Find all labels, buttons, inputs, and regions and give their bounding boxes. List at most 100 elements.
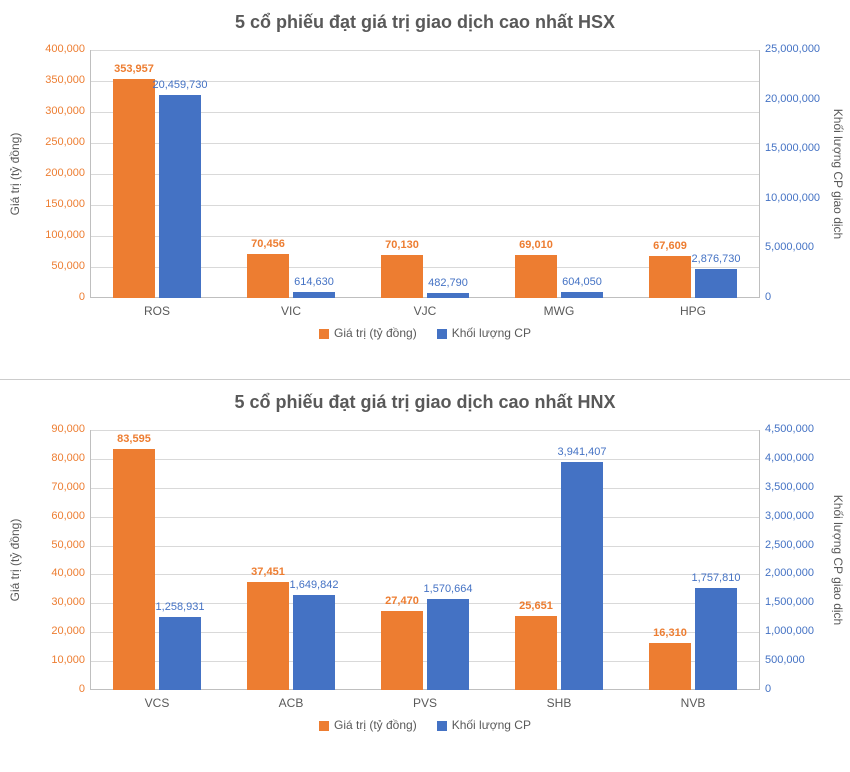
volume-label: 20,459,730 bbox=[152, 79, 207, 91]
y1-tick: 0 bbox=[79, 683, 85, 695]
x-tick: ACB bbox=[279, 696, 304, 710]
gridline bbox=[91, 546, 759, 547]
value-bar bbox=[515, 616, 557, 690]
x-tick: ROS bbox=[144, 304, 170, 318]
volume-label: 2,876,730 bbox=[692, 253, 741, 265]
y1-tick: 50,000 bbox=[51, 260, 85, 272]
gridline bbox=[91, 459, 759, 460]
gridline bbox=[91, 50, 759, 51]
gridline bbox=[91, 430, 759, 431]
y1-tick: 60,000 bbox=[51, 510, 85, 522]
y2-tick: 5,000,000 bbox=[765, 241, 814, 253]
x-tick: VCS bbox=[145, 696, 170, 710]
volume-label: 614,630 bbox=[294, 276, 334, 288]
y1-tick: 20,000 bbox=[51, 625, 85, 637]
y1-tick: 80,000 bbox=[51, 452, 85, 464]
y2-tick: 15,000,000 bbox=[765, 142, 820, 154]
y1-tick: 70,000 bbox=[51, 481, 85, 493]
legend-swatch bbox=[437, 329, 447, 339]
value-bar bbox=[381, 255, 423, 298]
value-label: 67,609 bbox=[653, 240, 687, 252]
legend-swatch bbox=[319, 329, 329, 339]
value-label: 83,595 bbox=[117, 433, 151, 445]
x-tick: MWG bbox=[544, 304, 575, 318]
volume-label: 482,790 bbox=[428, 277, 468, 289]
y1-tick: 40,000 bbox=[51, 567, 85, 579]
value-bar bbox=[113, 79, 155, 298]
y1-tick: 250,000 bbox=[45, 136, 85, 148]
y1-tick: 300,000 bbox=[45, 105, 85, 117]
legend-item: Giá trị (tỷ đồng) bbox=[319, 326, 417, 340]
legend-label: Khối lượng CP bbox=[452, 718, 531, 732]
volume-bar bbox=[427, 293, 469, 298]
y2-axis-title: Khối lượng CP giao dịch bbox=[831, 109, 845, 239]
value-bar bbox=[113, 449, 155, 690]
x-tick: VIC bbox=[281, 304, 301, 318]
volume-label: 604,050 bbox=[562, 276, 602, 288]
value-label: 16,310 bbox=[653, 627, 687, 639]
y1-tick: 150,000 bbox=[45, 198, 85, 210]
y1-tick: 0 bbox=[79, 291, 85, 303]
volume-bar bbox=[159, 617, 201, 690]
volume-bar bbox=[159, 95, 201, 298]
chart-panel-0: 5 cổ phiếu đạt giá trị giao dịch cao nhấ… bbox=[0, 0, 850, 380]
x-tick: VJC bbox=[414, 304, 437, 318]
y2-tick: 4,500,000 bbox=[765, 423, 814, 435]
y2-tick: 1,000,000 bbox=[765, 625, 814, 637]
value-bar bbox=[247, 582, 289, 690]
y1-tick: 400,000 bbox=[45, 43, 85, 55]
value-bar bbox=[649, 643, 691, 690]
y1-tick: 200,000 bbox=[45, 167, 85, 179]
chart-title: 5 cổ phiếu đạt giá trị giao dịch cao nhấ… bbox=[0, 380, 850, 413]
value-bar bbox=[649, 256, 691, 298]
x-tick: HPG bbox=[680, 304, 706, 318]
legend: Giá trị (tỷ đồng) Khối lượng CP bbox=[0, 718, 850, 732]
volume-label: 3,941,407 bbox=[558, 446, 607, 458]
volume-bar bbox=[561, 292, 603, 298]
legend-swatch bbox=[319, 721, 329, 731]
volume-bar bbox=[427, 599, 469, 690]
y1-tick: 100,000 bbox=[45, 229, 85, 241]
volume-label: 1,757,810 bbox=[692, 572, 741, 584]
value-label: 70,130 bbox=[385, 239, 419, 251]
volume-bar bbox=[293, 292, 335, 298]
y2-tick: 20,000,000 bbox=[765, 93, 820, 105]
y2-tick: 10,000,000 bbox=[765, 192, 820, 204]
value-label: 37,451 bbox=[251, 566, 285, 578]
value-label: 70,456 bbox=[251, 238, 285, 250]
x-tick: SHB bbox=[547, 696, 572, 710]
y1-tick: 350,000 bbox=[45, 74, 85, 86]
value-bar bbox=[515, 255, 557, 298]
legend-item: Khối lượng CP bbox=[437, 718, 531, 732]
value-bar bbox=[247, 254, 289, 298]
value-label: 25,651 bbox=[519, 600, 553, 612]
volume-bar bbox=[293, 595, 335, 690]
volume-bar bbox=[561, 462, 603, 690]
volume-bar bbox=[695, 588, 737, 690]
y1-axis-title: Giá trị (tỷ đồng) bbox=[8, 133, 22, 216]
chart-panel-1: 5 cổ phiếu đạt giá trị giao dịch cao nhấ… bbox=[0, 380, 850, 772]
gridline bbox=[91, 488, 759, 489]
y2-tick: 4,000,000 bbox=[765, 452, 814, 464]
legend: Giá trị (tỷ đồng) Khối lượng CP bbox=[0, 326, 850, 340]
legend-label: Khối lượng CP bbox=[452, 326, 531, 340]
gridline bbox=[91, 517, 759, 518]
y1-tick: 10,000 bbox=[51, 654, 85, 666]
legend-label: Giá trị (tỷ đồng) bbox=[334, 326, 417, 340]
chart-title: 5 cổ phiếu đạt giá trị giao dịch cao nhấ… bbox=[0, 0, 850, 33]
legend-item: Giá trị (tỷ đồng) bbox=[319, 718, 417, 732]
y2-tick: 2,000,000 bbox=[765, 567, 814, 579]
y2-tick: 500,000 bbox=[765, 654, 805, 666]
legend-item: Khối lượng CP bbox=[437, 326, 531, 340]
y2-axis-title: Khối lượng CP giao dịch bbox=[831, 495, 845, 625]
value-label: 353,957 bbox=[114, 63, 154, 75]
value-label: 69,010 bbox=[519, 239, 553, 251]
y2-tick: 25,000,000 bbox=[765, 43, 820, 55]
x-tick: PVS bbox=[413, 696, 437, 710]
volume-label: 1,258,931 bbox=[156, 601, 205, 613]
legend-label: Giá trị (tỷ đồng) bbox=[334, 718, 417, 732]
volume-label: 1,649,842 bbox=[290, 579, 339, 591]
y2-tick: 1,500,000 bbox=[765, 596, 814, 608]
y1-axis-title: Giá trị (tỷ đồng) bbox=[8, 519, 22, 602]
x-tick: NVB bbox=[681, 696, 706, 710]
